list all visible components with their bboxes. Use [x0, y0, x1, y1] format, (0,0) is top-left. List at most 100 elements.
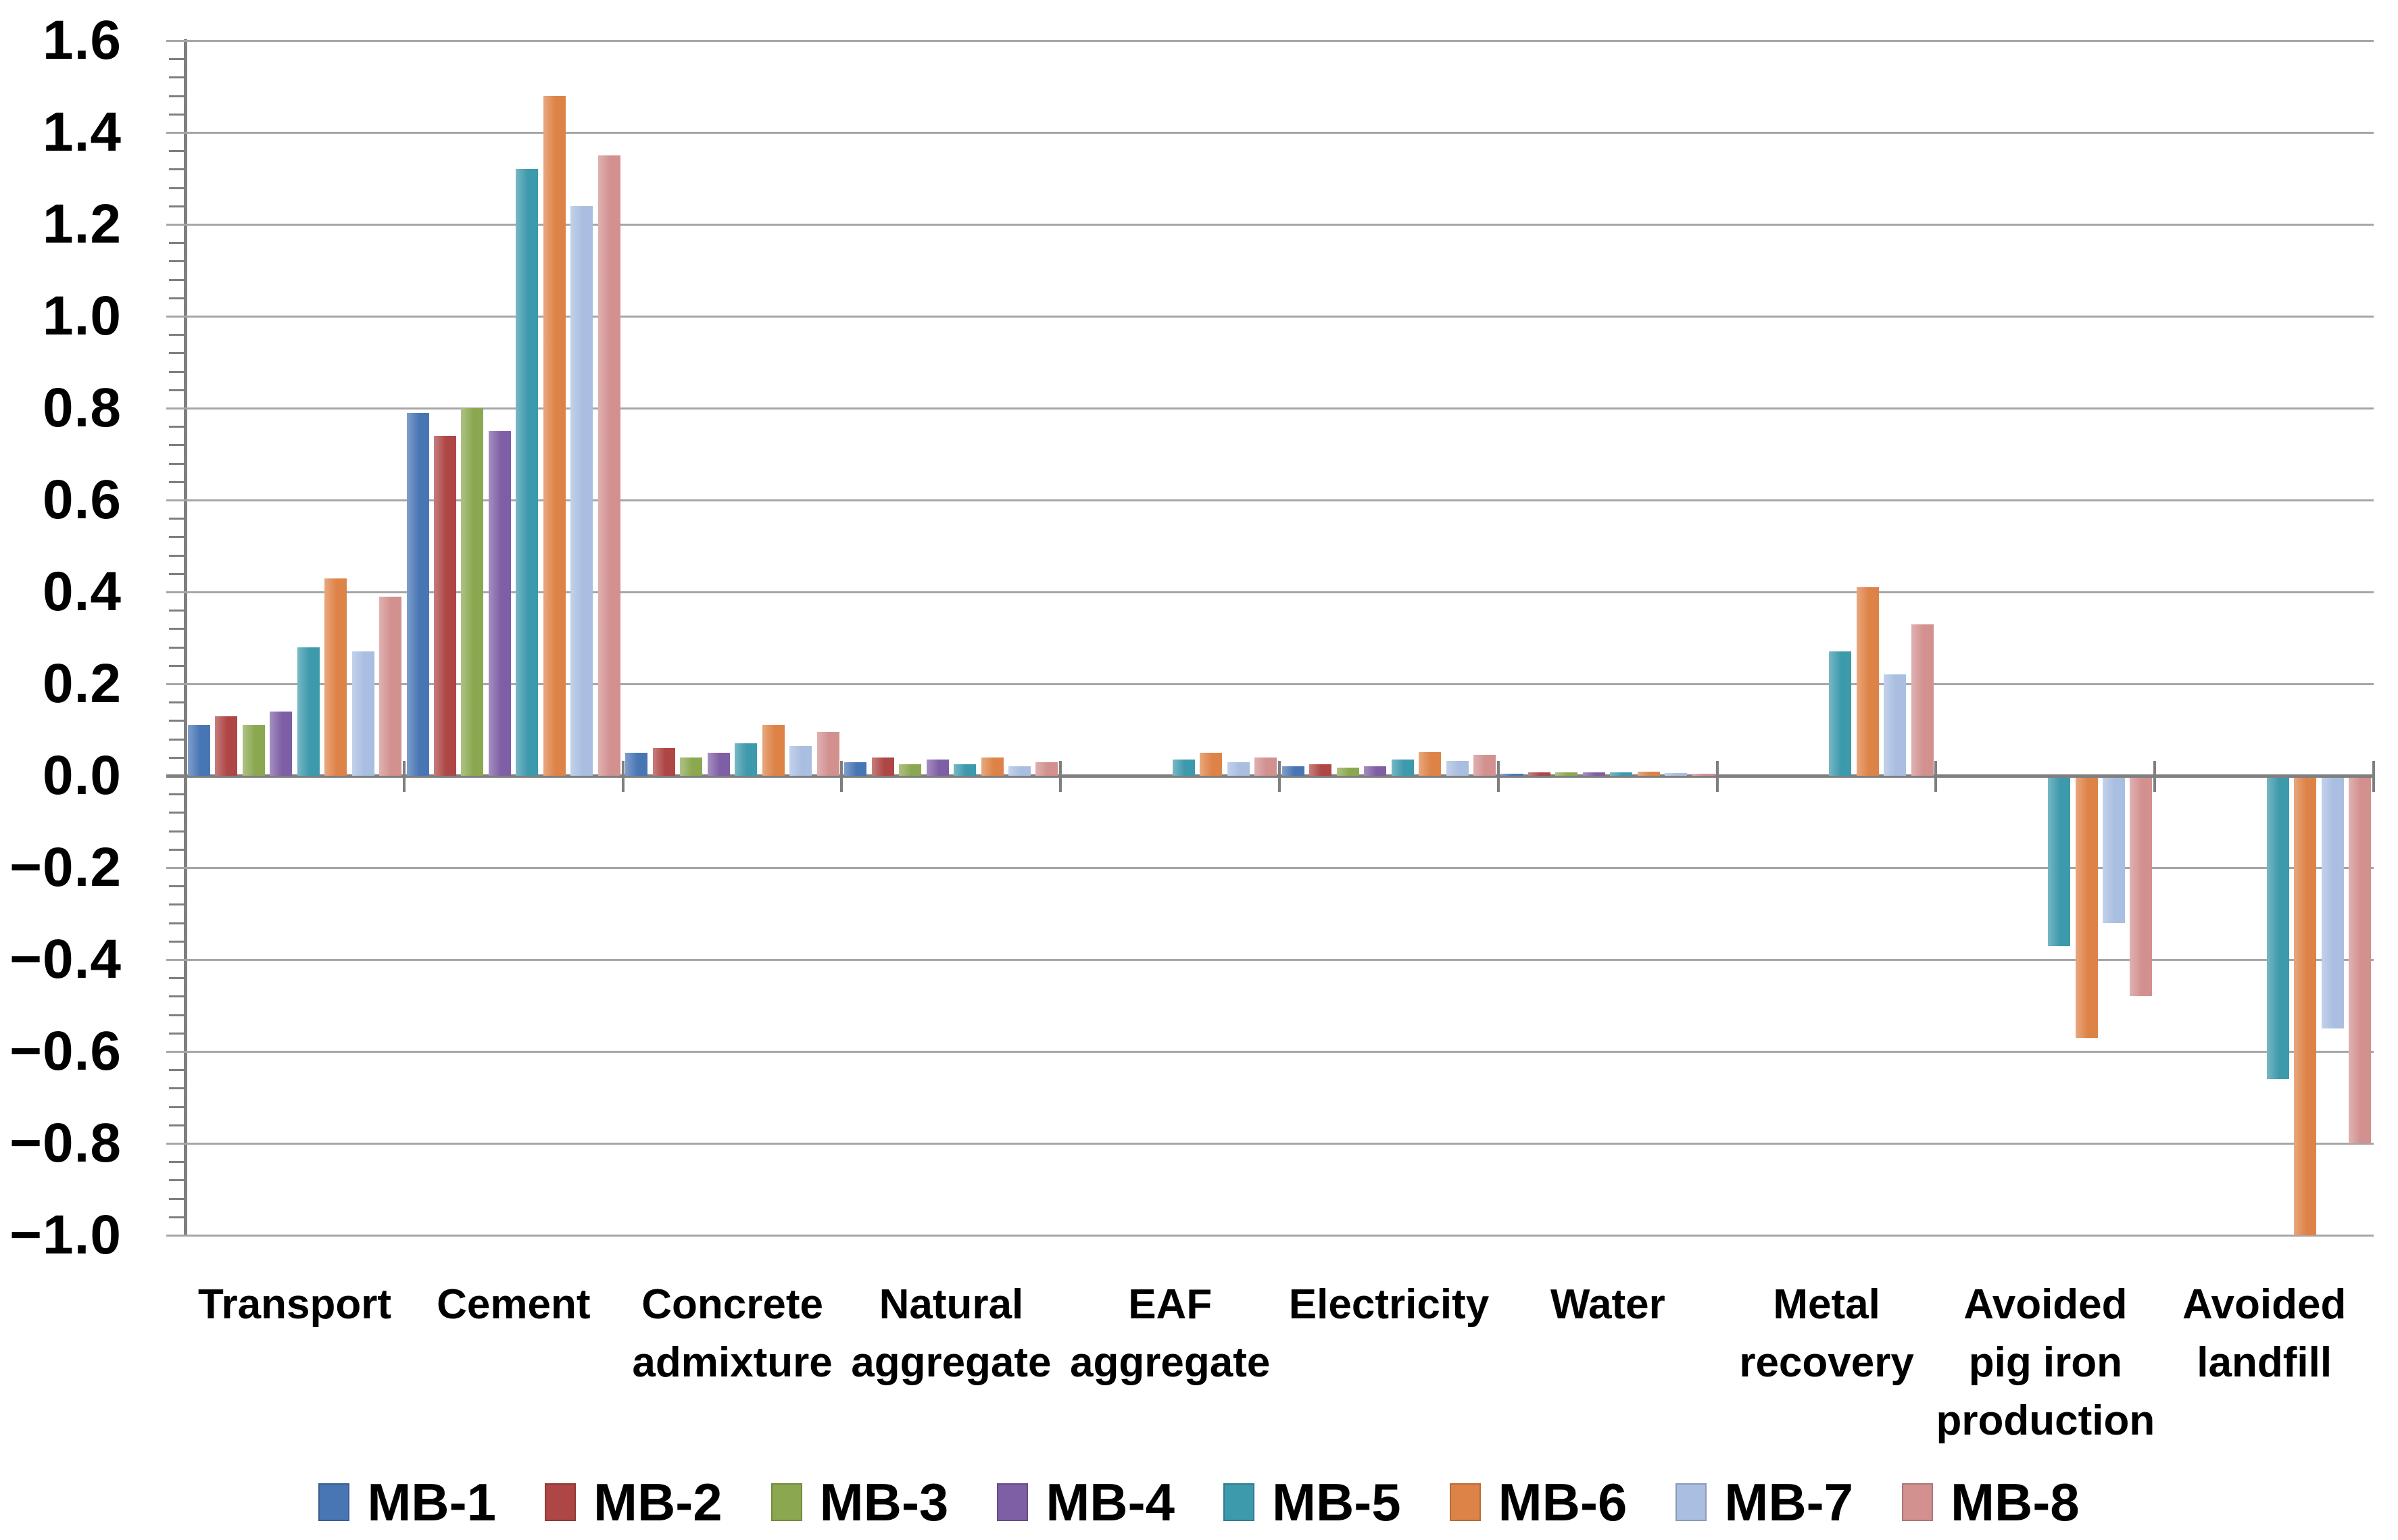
x-axis-boundary-tick [1496, 761, 1500, 792]
y-axis-minor-tick [169, 205, 184, 207]
bar-MB-7 [1227, 762, 1250, 776]
y-axis-minor-tick [169, 168, 184, 171]
y-axis-minor-tick [169, 812, 184, 814]
legend-label: MB-3 [819, 1472, 949, 1532]
y-axis-minor-tick [169, 903, 184, 906]
bar-MB-7 [2321, 778, 2344, 1028]
y-axis-line [184, 39, 187, 1237]
y-axis-minor-tick [169, 76, 184, 79]
y-axis-minor-tick [169, 426, 184, 428]
bar-MB-5 [1829, 651, 1852, 776]
legend-label: MB-1 [367, 1472, 496, 1532]
legend-swatch-MB-2 [544, 1483, 576, 1521]
y-tick-label: 0.8 [43, 377, 122, 439]
y-axis-minor-tick [169, 977, 184, 980]
y-axis-minor-tick [169, 995, 184, 998]
bar-MB-1 [187, 725, 210, 776]
bar-MB-3 [680, 757, 703, 776]
y-axis-minor-tick [169, 95, 184, 97]
bar-MB-1 [625, 753, 648, 776]
y-axis-minor-tick [169, 922, 184, 924]
bar-MB-3 [1555, 772, 1578, 776]
bar-MB-6 [543, 95, 566, 776]
bar-MB-6 [1419, 751, 1442, 776]
y-axis-minor-tick [169, 113, 184, 116]
y-axis-minor-tick [169, 1087, 184, 1090]
gridline [166, 1051, 2374, 1053]
bar-MB-8 [2130, 778, 2153, 997]
category-label: Cement [437, 1281, 591, 1328]
bar-MB-5 [1391, 759, 1414, 776]
legend-item-MB-1: MB-1 [318, 1476, 496, 1529]
bar-MB-3 [242, 725, 265, 776]
y-axis-minor-tick [169, 848, 184, 851]
bar-MB-8 [1035, 762, 1058, 776]
category-label: EAF aggregate [1070, 1281, 1271, 1386]
bar-MB-6 [1637, 771, 1660, 776]
y-axis-minor-tick [169, 1124, 184, 1126]
legend-swatch-MB-8 [1902, 1483, 1934, 1521]
y-tick-label: −0.8 [9, 1112, 122, 1174]
x-axis-boundary-tick [1715, 761, 1719, 792]
y-axis-minor-tick [169, 334, 184, 337]
y-axis-minor-tick [169, 628, 184, 630]
y-axis-minor-tick [169, 1032, 184, 1035]
x-axis-boundary-tick [2372, 761, 2375, 792]
y-axis-minor-tick [169, 518, 184, 520]
bar-MB-6 [2294, 778, 2317, 1235]
bar-MB-2 [1309, 764, 1332, 776]
y-axis-minor-tick [169, 462, 184, 465]
bar-MB-6 [981, 757, 1004, 776]
category-label: Water [1550, 1281, 1665, 1328]
y-tick-label: 1.6 [43, 9, 122, 71]
y-axis-minor-tick [169, 793, 184, 796]
y-tick-label: −0.6 [9, 1020, 122, 1082]
y-tick-label: 1.2 [43, 193, 122, 255]
bar-MB-8 [379, 596, 402, 776]
legend-item-MB-3: MB-3 [770, 1472, 949, 1532]
x-axis-boundary-tick [621, 761, 625, 792]
bar-MB-7 [789, 745, 812, 776]
y-axis-minor-tick [169, 260, 184, 263]
y-tick-label: −0.4 [9, 928, 122, 990]
y-axis-minor-tick [169, 536, 184, 539]
category-label: Natural aggregate [851, 1281, 1052, 1386]
y-axis-minor-tick [169, 1216, 184, 1218]
bar-MB-2 [434, 435, 456, 776]
y-axis-minor-tick [169, 187, 184, 189]
bar-MB-5 [1610, 772, 1633, 776]
y-axis-minor-tick [169, 58, 184, 61]
y-tick-label: 0.6 [43, 469, 122, 530]
bar-MB-8 [1911, 624, 1934, 776]
bar-MB-7 [1446, 760, 1469, 776]
x-axis-boundary-tick [1934, 761, 1938, 792]
bar-MB-6 [2075, 778, 2098, 1038]
gridline [166, 1235, 2374, 1237]
category-label: Metal recovery [1739, 1281, 1914, 1386]
plot-area [166, 40, 2374, 1237]
gridline [166, 316, 2374, 318]
legend-swatch-MB-3 [770, 1483, 802, 1521]
bar-MB-5 [1172, 760, 1195, 776]
bar-MB-6 [1200, 753, 1223, 776]
y-axis-minor-tick [169, 352, 184, 355]
bar-MB-3 [1336, 767, 1359, 776]
legend-swatch-MB-7 [1675, 1483, 1707, 1521]
gridline [166, 40, 2374, 42]
bar-MB-6 [324, 578, 347, 776]
x-axis-boundary-tick [2153, 761, 2157, 792]
bar-MB-4 [707, 753, 730, 776]
bar-MB-1 [1281, 766, 1304, 776]
bar-MB-7 [1884, 674, 1907, 776]
y-axis-minor-tick [169, 646, 184, 649]
bar-MB-4 [1364, 766, 1387, 776]
bar-MB-6 [762, 725, 785, 776]
bar-MB-5 [2266, 778, 2289, 1079]
legend-swatch-MB-4 [997, 1483, 1029, 1521]
y-axis-minor-tick [169, 480, 184, 483]
x-axis-boundary-tick [1278, 761, 1281, 792]
legend-label: MB-7 [1724, 1472, 1854, 1532]
bar-MB-2 [652, 748, 675, 776]
y-tick-label: −0.2 [9, 837, 122, 898]
